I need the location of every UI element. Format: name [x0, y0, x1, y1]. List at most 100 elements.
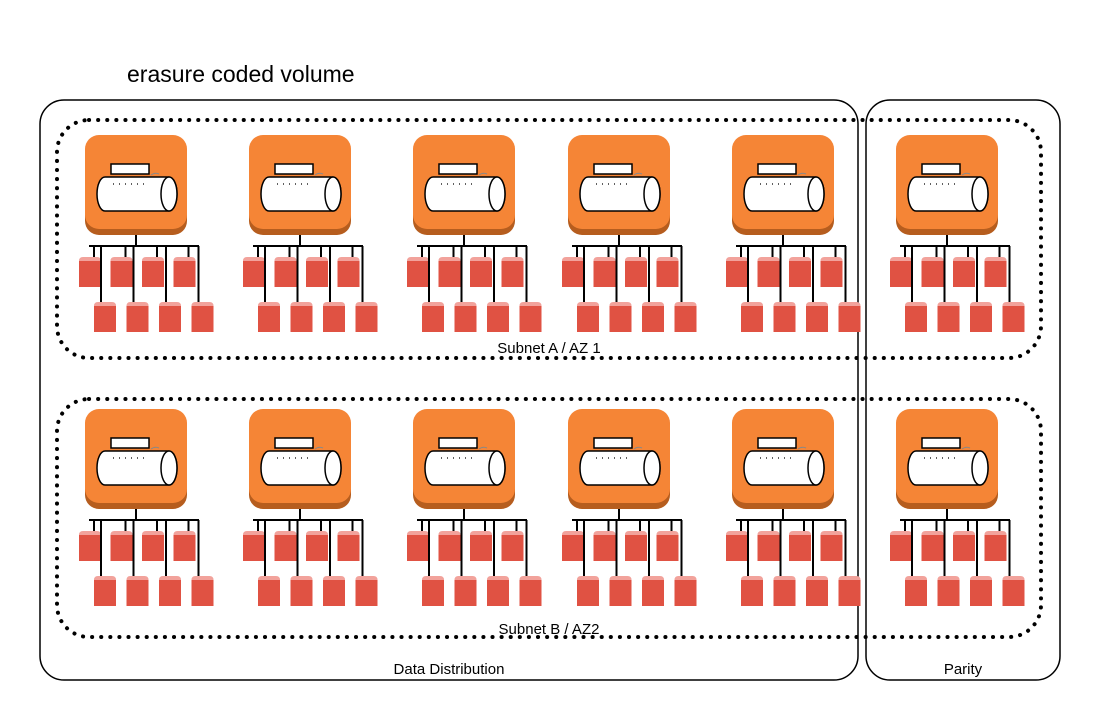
- parity-label: Parity: [944, 661, 983, 678]
- subnet-b-label: Subnet B / AZ2: [499, 621, 600, 638]
- disk-icon: [577, 302, 599, 332]
- ebs-volume-icon: [567, 134, 671, 236]
- disk-icon: [323, 576, 345, 606]
- disk-icon: [470, 257, 492, 287]
- data-distribution-label: Data Distribution: [394, 661, 505, 678]
- disk-icon: [593, 531, 616, 561]
- disk-icon: [789, 531, 811, 561]
- disk-icon: [142, 531, 164, 561]
- data-node: [407, 408, 542, 606]
- disk-icon: [454, 576, 477, 606]
- disk-icon: [142, 257, 164, 287]
- disk-icon: [656, 257, 679, 287]
- subnet-a-label: Subnet A / AZ 1: [497, 340, 600, 357]
- disk-icon: [290, 576, 313, 606]
- disk-icon: [110, 257, 133, 287]
- volume-nodes: [79, 134, 1025, 606]
- disk-icon: [937, 576, 960, 606]
- disk-icon: [806, 302, 828, 332]
- disk-icon: [438, 531, 461, 561]
- data-node: [79, 134, 214, 332]
- disk-icon: [741, 302, 763, 332]
- disk-icon: [258, 302, 280, 332]
- disk-icon: [438, 257, 461, 287]
- ebs-volume-icon: [412, 134, 516, 236]
- diagram-title: erasure coded volume: [127, 61, 355, 87]
- ebs-volume-icon: [731, 134, 835, 236]
- disk-icon: [953, 531, 975, 561]
- disk-icon: [562, 257, 584, 287]
- disk-icon: [94, 302, 116, 332]
- disk-icon: [191, 576, 214, 606]
- ebs-volume-icon: [248, 134, 352, 236]
- disk-icon: [159, 302, 181, 332]
- data-node: [243, 408, 378, 606]
- ebs-volume-icon: [84, 134, 188, 236]
- parity-node: [890, 134, 1025, 332]
- ebs-volume-icon: [84, 408, 188, 510]
- disk-icon: [757, 531, 780, 561]
- data-node: [243, 134, 378, 332]
- disk-icon: [773, 302, 796, 332]
- ebs-volume-icon: [567, 408, 671, 510]
- disk-icon: [970, 576, 992, 606]
- disk-icon: [94, 576, 116, 606]
- disk-icon: [921, 531, 944, 561]
- disk-icon: [838, 302, 861, 332]
- data-node: [726, 134, 861, 332]
- disk-icon: [674, 302, 697, 332]
- ebs-volume-icon: [412, 408, 516, 510]
- data-node: [562, 134, 697, 332]
- disk-icon: [921, 257, 944, 287]
- disk-icon: [609, 302, 632, 332]
- disk-icon: [642, 302, 664, 332]
- disk-icon: [609, 576, 632, 606]
- disk-icon: [820, 531, 843, 561]
- data-node: [726, 408, 861, 606]
- disk-icon: [407, 257, 429, 287]
- disk-icon: [422, 302, 444, 332]
- subnet-b-boundary: [55, 397, 1043, 639]
- disk-icon: [890, 531, 912, 561]
- disk-icon: [422, 576, 444, 606]
- disk-icon: [243, 531, 265, 561]
- disk-icon: [306, 531, 328, 561]
- disk-icon: [355, 576, 378, 606]
- disk-icon: [726, 531, 748, 561]
- disk-icon: [905, 576, 927, 606]
- disk-icon: [470, 531, 492, 561]
- disk-icon: [159, 576, 181, 606]
- disk-icon: [274, 257, 297, 287]
- data-node: [562, 408, 697, 606]
- disk-icon: [79, 257, 101, 287]
- disk-icon: [1002, 302, 1025, 332]
- disk-icon: [562, 531, 584, 561]
- disk-icon: [773, 576, 796, 606]
- disk-icon: [577, 576, 599, 606]
- disk-icon: [337, 531, 360, 561]
- disk-icon: [191, 302, 214, 332]
- disk-icon: [243, 257, 265, 287]
- data-node: [79, 408, 214, 606]
- subnet-a-boundary: [55, 118, 1043, 360]
- disk-icon: [890, 257, 912, 287]
- disk-icon: [820, 257, 843, 287]
- data-node: [407, 134, 542, 332]
- ebs-volume-icon: [248, 408, 352, 510]
- disk-icon: [454, 302, 477, 332]
- disk-icon: [937, 302, 960, 332]
- parity-node: [890, 408, 1025, 606]
- disk-icon: [726, 257, 748, 287]
- disk-icon: [642, 576, 664, 606]
- disk-icon: [337, 257, 360, 287]
- disk-icon: [838, 576, 861, 606]
- disk-icon: [126, 576, 149, 606]
- disk-icon: [1002, 576, 1025, 606]
- disk-icon: [274, 531, 297, 561]
- parity-group: [865, 99, 1061, 681]
- disk-icon: [519, 302, 542, 332]
- disk-icon: [905, 302, 927, 332]
- ebs-volume-icon: [731, 408, 835, 510]
- disk-icon: [741, 576, 763, 606]
